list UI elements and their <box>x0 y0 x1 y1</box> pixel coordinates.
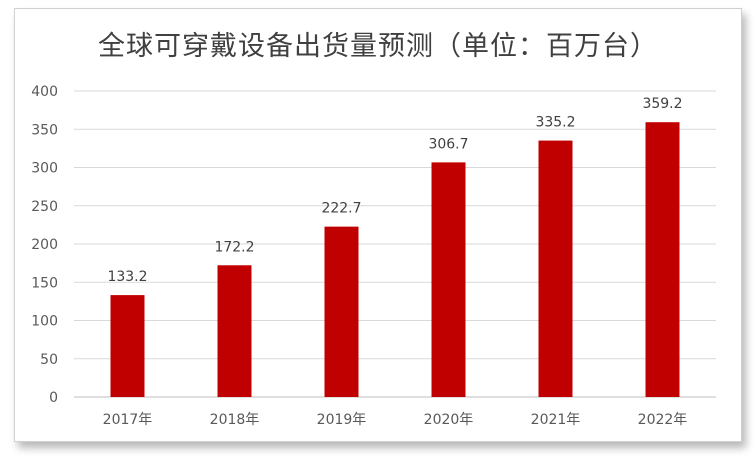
x-tick-label: 2021年 <box>531 412 581 428</box>
y-tick-label: 250 <box>31 199 58 215</box>
data-label: 359.2 <box>642 96 682 112</box>
data-label: 172.2 <box>214 239 254 255</box>
data-label: 222.7 <box>321 201 361 217</box>
bar <box>110 295 145 397</box>
x-tick-label: 2022年 <box>638 412 688 428</box>
chart-title: 全球可穿戴设备出货量预测（单位：百万台） <box>98 31 658 62</box>
bar <box>431 162 466 397</box>
y-tick-label: 300 <box>31 161 58 177</box>
data-label: 306.7 <box>428 136 468 152</box>
x-tick-label: 2019年 <box>317 412 367 428</box>
bar <box>324 226 359 397</box>
y-tick-label: 400 <box>31 84 58 100</box>
x-tick-label: 2020年 <box>424 412 474 428</box>
data-label: 133.2 <box>107 269 147 285</box>
y-tick-label: 350 <box>31 122 58 138</box>
x-tick-label: 2018年 <box>210 412 260 428</box>
x-tick-label: 2017年 <box>103 412 153 428</box>
bar <box>217 265 252 397</box>
y-tick-label: 100 <box>31 314 58 330</box>
bar <box>538 140 573 397</box>
data-label: 335.2 <box>535 115 575 131</box>
y-tick-label: 150 <box>31 275 58 291</box>
y-tick-label: 0 <box>49 390 58 406</box>
bar <box>645 122 680 397</box>
y-tick-label: 200 <box>31 237 58 253</box>
y-tick-label: 50 <box>40 352 58 368</box>
